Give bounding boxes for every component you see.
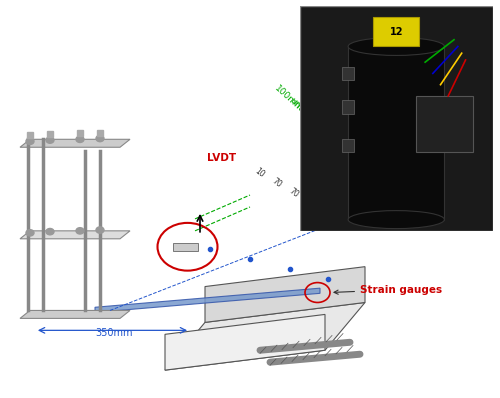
- Text: 350mm: 350mm: [95, 328, 132, 338]
- Polygon shape: [165, 302, 365, 370]
- Polygon shape: [95, 288, 320, 312]
- Text: 70: 70: [322, 206, 336, 219]
- Circle shape: [46, 137, 54, 143]
- Bar: [342, 67, 354, 80]
- Text: 10: 10: [339, 216, 352, 229]
- Circle shape: [46, 228, 54, 235]
- Text: 70: 70: [270, 176, 283, 189]
- Polygon shape: [373, 17, 420, 47]
- Bar: [416, 96, 473, 152]
- Polygon shape: [20, 231, 130, 239]
- Text: Strain gauges: Strain gauges: [334, 285, 442, 295]
- Text: 12: 12: [390, 27, 403, 37]
- Ellipse shape: [348, 37, 444, 55]
- Bar: [342, 100, 354, 114]
- Text: 70: 70: [305, 196, 318, 209]
- Ellipse shape: [348, 211, 444, 228]
- Circle shape: [96, 135, 104, 142]
- Circle shape: [76, 136, 84, 142]
- Circle shape: [26, 230, 34, 236]
- Polygon shape: [300, 6, 492, 231]
- Text: LVDT: LVDT: [208, 153, 236, 163]
- Text: 100mm: 100mm: [272, 84, 304, 113]
- Circle shape: [96, 227, 104, 233]
- Polygon shape: [205, 267, 365, 322]
- Bar: [342, 139, 354, 152]
- Polygon shape: [172, 243, 198, 251]
- Polygon shape: [348, 47, 444, 220]
- Circle shape: [26, 138, 34, 144]
- Text: unbonded: unbonded: [288, 96, 328, 133]
- Polygon shape: [20, 139, 130, 147]
- Polygon shape: [20, 310, 130, 318]
- Polygon shape: [165, 314, 325, 370]
- Text: 10: 10: [252, 166, 266, 179]
- Text: 70: 70: [288, 186, 300, 199]
- Circle shape: [76, 228, 84, 234]
